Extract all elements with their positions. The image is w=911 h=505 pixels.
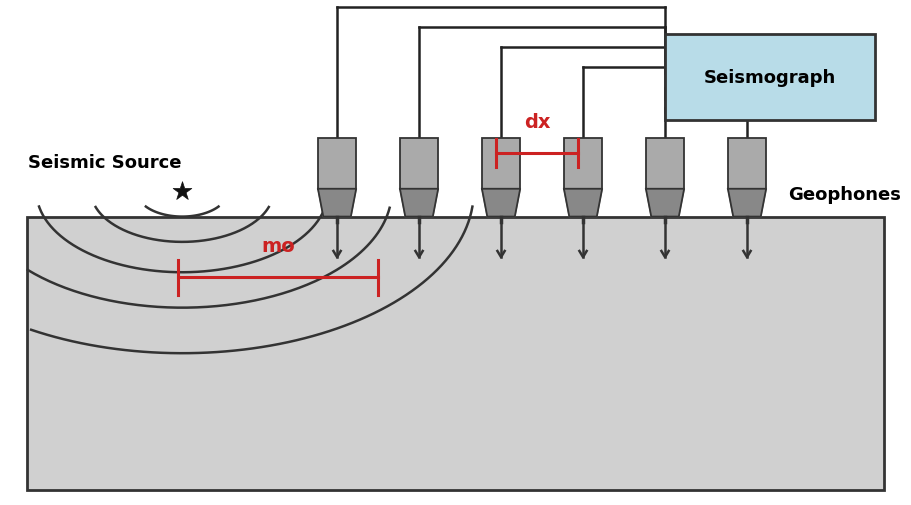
Polygon shape xyxy=(564,189,602,217)
Polygon shape xyxy=(728,189,766,217)
FancyBboxPatch shape xyxy=(728,139,766,189)
FancyBboxPatch shape xyxy=(665,35,875,121)
FancyBboxPatch shape xyxy=(400,139,438,189)
Polygon shape xyxy=(646,189,684,217)
Text: dx: dx xyxy=(524,112,551,131)
FancyBboxPatch shape xyxy=(646,139,684,189)
Point xyxy=(175,188,189,196)
Polygon shape xyxy=(482,189,520,217)
FancyBboxPatch shape xyxy=(318,139,356,189)
FancyBboxPatch shape xyxy=(27,217,884,490)
Text: Seismic Source: Seismic Source xyxy=(28,154,181,172)
Text: Geophones: Geophones xyxy=(788,185,901,204)
FancyBboxPatch shape xyxy=(564,139,602,189)
FancyBboxPatch shape xyxy=(482,139,520,189)
Polygon shape xyxy=(318,189,356,217)
Text: mo: mo xyxy=(261,236,295,255)
Text: Seismograph: Seismograph xyxy=(703,69,836,87)
Polygon shape xyxy=(400,189,438,217)
